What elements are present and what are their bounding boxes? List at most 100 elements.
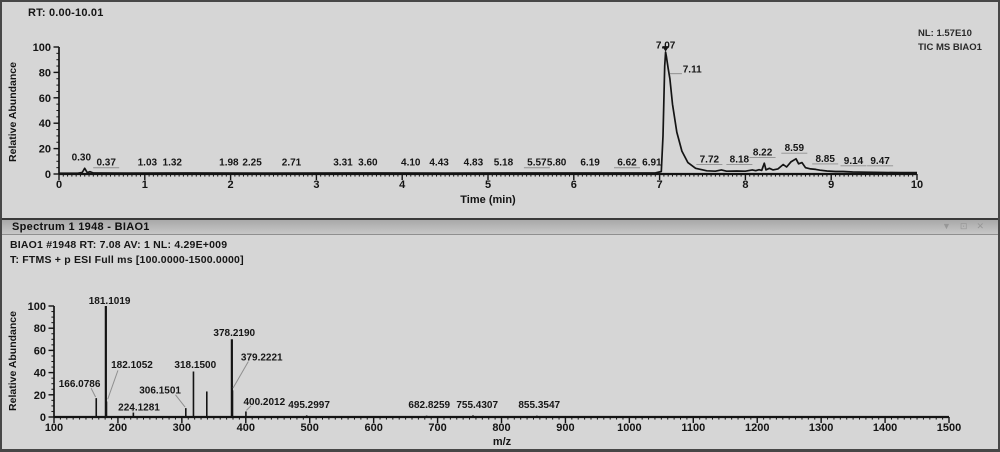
x-tick-label: 800 bbox=[492, 422, 510, 434]
peak-label: 7.11 bbox=[683, 64, 702, 75]
peak-label: 8.18 bbox=[730, 155, 750, 166]
peak-label: 378.2190 bbox=[213, 328, 255, 339]
peak-label: 3.31 bbox=[333, 158, 353, 169]
peak-label: 495.2997 bbox=[288, 400, 330, 411]
y-tick-label: 80 bbox=[39, 67, 51, 79]
y-axis-title: Relative Abundance bbox=[7, 311, 19, 411]
x-tick-label: 6 bbox=[571, 179, 577, 191]
y-tick-label: 20 bbox=[34, 390, 46, 402]
label-leader-line bbox=[175, 394, 186, 408]
peak-label: 6.62 bbox=[617, 158, 637, 169]
menu-dropdown-icon[interactable]: ▼ bbox=[941, 221, 951, 231]
peak-label: 5.80 bbox=[547, 158, 567, 169]
peak-label: 4.83 bbox=[464, 158, 484, 169]
nl-value: NL: 1.57E10 bbox=[918, 28, 972, 39]
x-tick-label: 1300 bbox=[809, 422, 833, 434]
tic-trace bbox=[59, 51, 917, 175]
peak-label: 8.85 bbox=[815, 154, 835, 165]
spectrum-plot[interactable]: 100 200 300 400 500 600 700 800 900 1000 1100 1200 1… bbox=[2, 235, 998, 451]
peak-label: 1.03 bbox=[138, 158, 158, 169]
y-tick-label: 40 bbox=[34, 368, 46, 380]
peak-label: 224.1281 bbox=[118, 402, 160, 413]
spectrum-pane-title: Spectrum 1 1948 - BIAO1 bbox=[12, 221, 150, 233]
peak-label: 166.0786 bbox=[59, 379, 101, 390]
label-leader-line bbox=[90, 387, 97, 398]
label-leader-line bbox=[232, 361, 249, 389]
peak-label: 7.72 bbox=[700, 155, 720, 166]
x-tick-label: 10 bbox=[911, 179, 923, 191]
label-leader-line bbox=[246, 405, 252, 411]
x-tick-label: 1200 bbox=[745, 422, 769, 434]
x-tick-label: 300 bbox=[173, 422, 191, 434]
x-axis-title: m/z bbox=[493, 436, 512, 448]
peak-label: 5.18 bbox=[494, 158, 514, 169]
y-tick-label: 80 bbox=[34, 323, 46, 335]
peak-label: 1.98 bbox=[219, 158, 239, 169]
peak-label: 379.2221 bbox=[241, 352, 283, 363]
scan-header-line: BIAO1 #1948 RT: 7.08 AV: 1 NL: 4.29E+009 bbox=[10, 239, 228, 251]
close-pane-icon[interactable]: ✕ bbox=[976, 221, 984, 231]
x-tick-label: 1000 bbox=[617, 422, 641, 434]
peak-label: 0.30 bbox=[72, 153, 92, 164]
x-tick-label: 1400 bbox=[873, 422, 897, 434]
peak-label: 4.43 bbox=[429, 158, 449, 169]
x-tick-label: 0 bbox=[56, 179, 62, 191]
peak-label: 306.1501 bbox=[139, 386, 181, 397]
x-tick-label: 5 bbox=[485, 179, 491, 191]
peak-label: 8.22 bbox=[753, 148, 773, 159]
peak-label: 9.47 bbox=[870, 156, 890, 167]
label-leader-line bbox=[130, 408, 134, 412]
x-tick-label: 600 bbox=[364, 422, 382, 434]
peak-label: 9.14 bbox=[844, 156, 864, 167]
spectrum-header-bar[interactable]: Spectrum 1 1948 - BIAO1 ▼ ⊡ ✕ bbox=[2, 218, 998, 235]
x-tick-label: 1100 bbox=[681, 422, 705, 434]
x-tick-label: 4 bbox=[399, 179, 406, 191]
y-tick-label: 20 bbox=[39, 144, 51, 156]
peak-label: 400.2012 bbox=[243, 397, 285, 408]
peak-label: 2.25 bbox=[242, 158, 262, 169]
peak-label: 0.37 bbox=[96, 158, 116, 169]
spectrum-panel: 100 200 300 400 500 600 700 800 900 1000 1100 1200 1… bbox=[2, 235, 998, 451]
filter-line: T: FTMS + p ESI Full ms [100.0000-1500.0… bbox=[10, 254, 244, 266]
peak-label: 6.91 bbox=[642, 158, 662, 169]
peak-label: 8.59 bbox=[785, 143, 805, 154]
x-tick-label: 100 bbox=[45, 422, 63, 434]
x-tick-label: 1 bbox=[142, 179, 148, 191]
peak-label: 855.3547 bbox=[518, 400, 560, 411]
peak-label: 182.1052 bbox=[111, 360, 153, 371]
x-tick-label: 900 bbox=[556, 422, 574, 434]
y-tick-label: 0 bbox=[40, 412, 46, 424]
x-tick-label: 9 bbox=[828, 179, 834, 191]
x-tick-label: 3 bbox=[313, 179, 319, 191]
peak-label: 3.60 bbox=[358, 158, 378, 169]
chromatogram-panel: 0 1 2 3 4 5 6 7 8 9 10 0 20 40 60 80 100 Time (min) Relati… bbox=[2, 2, 998, 218]
x-tick-label: 200 bbox=[109, 422, 127, 434]
peak-label: 318.1500 bbox=[174, 360, 216, 371]
x-axis-title: Time (min) bbox=[460, 194, 516, 206]
x-tick-label: 8 bbox=[742, 179, 748, 191]
peak-label: 7.07 bbox=[656, 40, 676, 51]
float-pane-icon[interactable]: ⊡ bbox=[959, 221, 968, 231]
pane-controls: ▼ ⊡ ✕ bbox=[942, 221, 984, 232]
y-tick-label: 40 bbox=[39, 118, 51, 130]
peak-label: 1.32 bbox=[163, 158, 183, 169]
peak-label: 6.19 bbox=[580, 158, 600, 169]
y-tick-label: 100 bbox=[28, 301, 46, 313]
rt-range-label: RT: 0.00-10.01 bbox=[28, 7, 104, 19]
label-leader-line bbox=[107, 370, 119, 400]
x-tick-label: 2 bbox=[228, 179, 234, 191]
x-tick-label: 1500 bbox=[937, 422, 961, 434]
peak-label: 2.71 bbox=[282, 158, 302, 169]
peak-label: 4.10 bbox=[401, 158, 421, 169]
peak-label: 755.4307 bbox=[456, 400, 498, 411]
y-tick-label: 60 bbox=[39, 93, 51, 105]
y-tick-label: 0 bbox=[45, 169, 51, 181]
peak-label: 181.1019 bbox=[89, 296, 131, 307]
peak-label: 682.8259 bbox=[408, 400, 450, 411]
x-tick-label: 7 bbox=[657, 179, 663, 191]
apex-marker bbox=[662, 46, 670, 52]
x-tick-label: 500 bbox=[301, 422, 319, 434]
tic-trace-label: TIC MS BIAO1 bbox=[918, 42, 982, 53]
